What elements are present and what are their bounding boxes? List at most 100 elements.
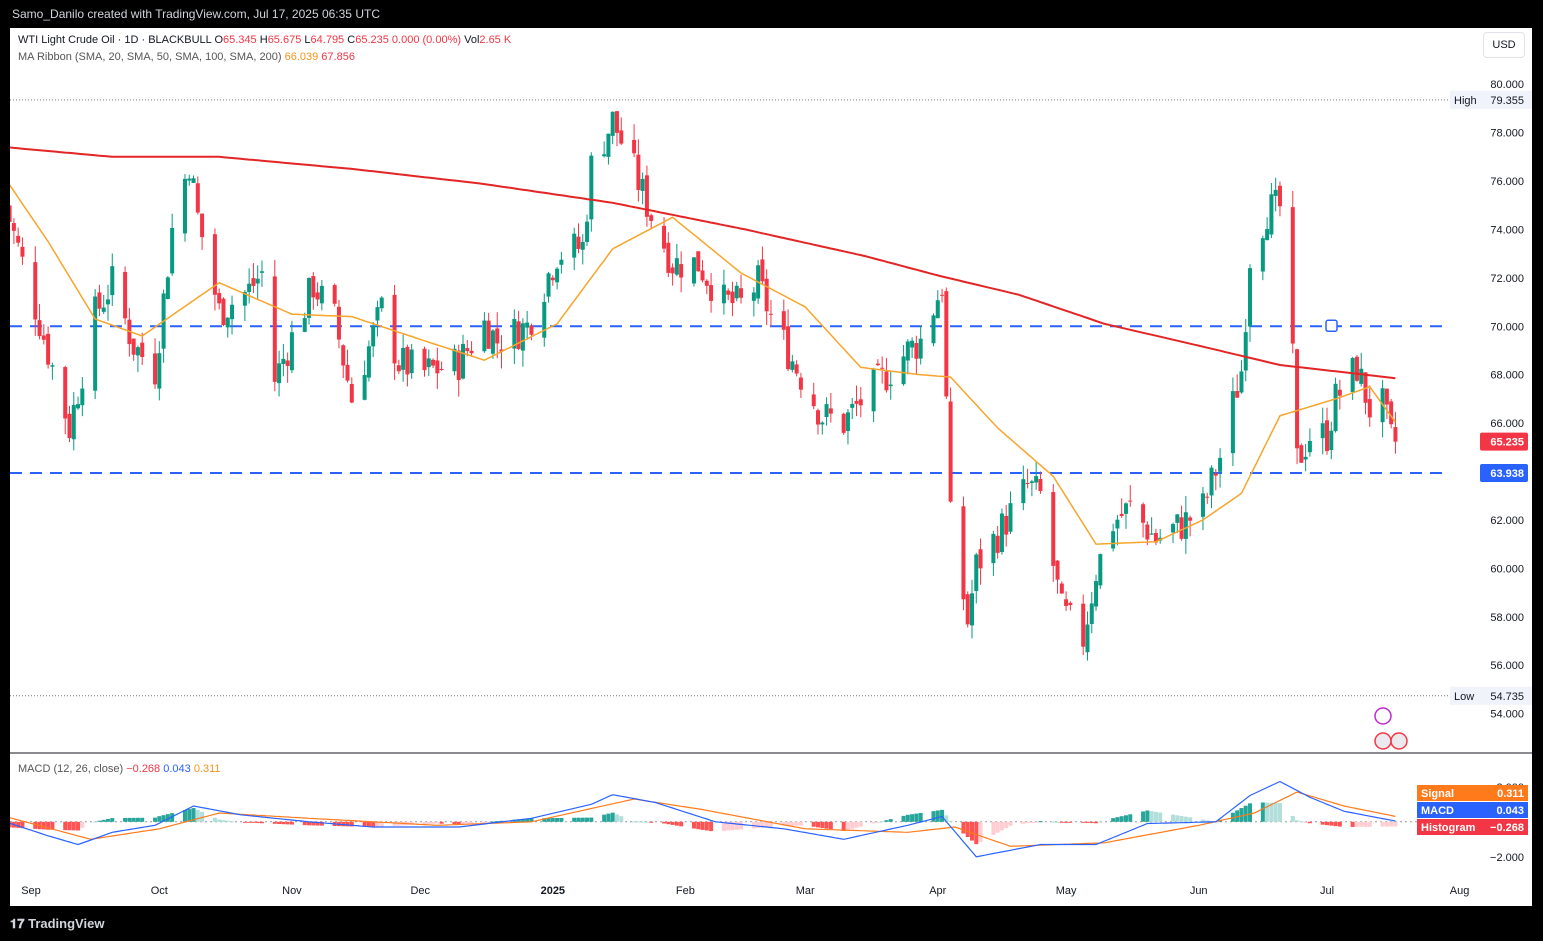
- candle-up[interactable]: [259, 271, 264, 273]
- candle-up[interactable]: [546, 273, 551, 297]
- candle-up[interactable]: [255, 278, 260, 284]
- candle-down[interactable]: [1235, 391, 1240, 398]
- candle-down[interactable]: [704, 280, 709, 286]
- candle-down[interactable]: [20, 246, 25, 257]
- candle-down[interactable]: [644, 175, 649, 217]
- candle-up[interactable]: [76, 404, 81, 409]
- candle-down[interactable]: [854, 400, 859, 404]
- candle-down[interactable]: [140, 342, 145, 358]
- candle-up[interactable]: [589, 155, 594, 220]
- symbol-legend[interactable]: WTI Light Crude Oil · 1D · BLACKBULL O65…: [18, 34, 511, 46]
- candle-down[interactable]: [63, 367, 68, 419]
- candle-down[interactable]: [97, 292, 102, 309]
- candle-down[interactable]: [730, 291, 735, 304]
- candle-down[interactable]: [67, 413, 72, 439]
- candle-up[interactable]: [610, 111, 615, 136]
- candle-down[interactable]: [396, 365, 401, 372]
- candle-up[interactable]: [974, 554, 979, 592]
- candle-down[interactable]: [529, 325, 534, 335]
- candle-down[interactable]: [811, 394, 816, 407]
- candle-down[interactable]: [786, 326, 791, 370]
- candle-up[interactable]: [1320, 423, 1325, 439]
- candle-down[interactable]: [465, 348, 470, 352]
- candle-down[interactable]: [1384, 388, 1389, 405]
- macd-legend[interactable]: MACD (12, 26, close) −0.268 0.043 0.311: [18, 763, 221, 775]
- candle-down[interactable]: [1277, 185, 1282, 207]
- candle-down[interactable]: [700, 270, 705, 281]
- candle-down[interactable]: [841, 413, 846, 433]
- candle-down[interactable]: [1153, 533, 1158, 543]
- candle-up[interactable]: [1260, 238, 1265, 272]
- candle-up[interactable]: [93, 296, 98, 391]
- candle-down[interactable]: [221, 298, 226, 326]
- candle-up[interactable]: [302, 318, 307, 332]
- candle-down[interactable]: [16, 235, 21, 243]
- candle-up[interactable]: [362, 374, 367, 400]
- candle-up[interactable]: [931, 315, 936, 344]
- candle-down[interactable]: [311, 276, 316, 298]
- candle-down[interactable]: [469, 350, 474, 354]
- candle-up[interactable]: [1359, 368, 1364, 384]
- candle-down[interactable]: [1141, 504, 1146, 523]
- candle-down[interactable]: [781, 311, 786, 330]
- candle-down[interactable]: [1055, 560, 1060, 580]
- candle-down[interactable]: [550, 277, 555, 281]
- candle-up[interactable]: [674, 258, 679, 275]
- candle-up[interactable]: [820, 422, 825, 425]
- candle-down[interactable]: [200, 213, 205, 238]
- candle-up[interactable]: [191, 178, 196, 183]
- candle-up[interactable]: [969, 593, 974, 626]
- candle-down[interactable]: [516, 321, 521, 350]
- candle-up[interactable]: [901, 356, 906, 385]
- candle-up[interactable]: [1183, 512, 1188, 539]
- candle-up[interactable]: [307, 277, 312, 318]
- candle-down[interactable]: [1367, 399, 1372, 418]
- candle-up[interactable]: [319, 285, 324, 304]
- candle-down[interactable]: [965, 594, 970, 625]
- candle-up[interactable]: [525, 322, 530, 328]
- candle-up[interactable]: [691, 257, 696, 284]
- candle-up[interactable]: [871, 369, 876, 412]
- candle-down[interactable]: [614, 111, 619, 133]
- candle-up[interactable]: [1089, 603, 1094, 624]
- candle-down[interactable]: [10, 205, 12, 222]
- candle-up[interactable]: [101, 307, 106, 312]
- candle-up[interactable]: [1209, 467, 1214, 496]
- candle-down[interactable]: [11, 223, 16, 231]
- candle-down[interactable]: [940, 294, 945, 296]
- candle-up[interactable]: [512, 319, 517, 349]
- candle-up[interactable]: [845, 412, 850, 431]
- candle-up[interactable]: [1333, 383, 1338, 432]
- candle-up[interactable]: [1230, 391, 1235, 454]
- candle-up[interactable]: [366, 346, 371, 378]
- candle-down[interactable]: [435, 360, 440, 374]
- candle-down[interactable]: [662, 225, 667, 249]
- candle-up[interactable]: [71, 404, 76, 440]
- candle-down[interactable]: [914, 342, 919, 359]
- candle-down[interactable]: [336, 306, 341, 340]
- candle-down[interactable]: [285, 360, 290, 367]
- candle-up[interactable]: [905, 341, 910, 361]
- candle-up[interactable]: [1265, 228, 1270, 241]
- candle-up[interactable]: [751, 292, 756, 301]
- candle-up[interactable]: [1123, 503, 1128, 514]
- price-chart[interactable]: 80.000 78.000 76.000 74.000 72.000 70.000 68.0…: [10, 28, 1532, 906]
- candle-up[interactable]: [935, 300, 940, 319]
- candle-down[interactable]: [880, 367, 885, 369]
- candle-up[interactable]: [401, 347, 406, 370]
- candle-up[interactable]: [242, 291, 247, 306]
- candle-up[interactable]: [1248, 268, 1253, 327]
- candle-up[interactable]: [281, 358, 286, 365]
- candle-up[interactable]: [555, 268, 560, 283]
- candle-up[interactable]: [1303, 456, 1308, 460]
- candle-down[interactable]: [1295, 349, 1300, 449]
- candle-up[interactable]: [379, 297, 384, 309]
- candle-up[interactable]: [461, 343, 466, 379]
- candle-up[interactable]: [482, 320, 487, 352]
- candle-up[interactable]: [247, 283, 252, 293]
- candle-down[interactable]: [1337, 389, 1342, 396]
- candle-up[interactable]: [602, 154, 607, 157]
- candle-up[interactable]: [230, 304, 235, 320]
- candle-up[interactable]: [1008, 503, 1013, 532]
- candle-down[interactable]: [816, 410, 821, 425]
